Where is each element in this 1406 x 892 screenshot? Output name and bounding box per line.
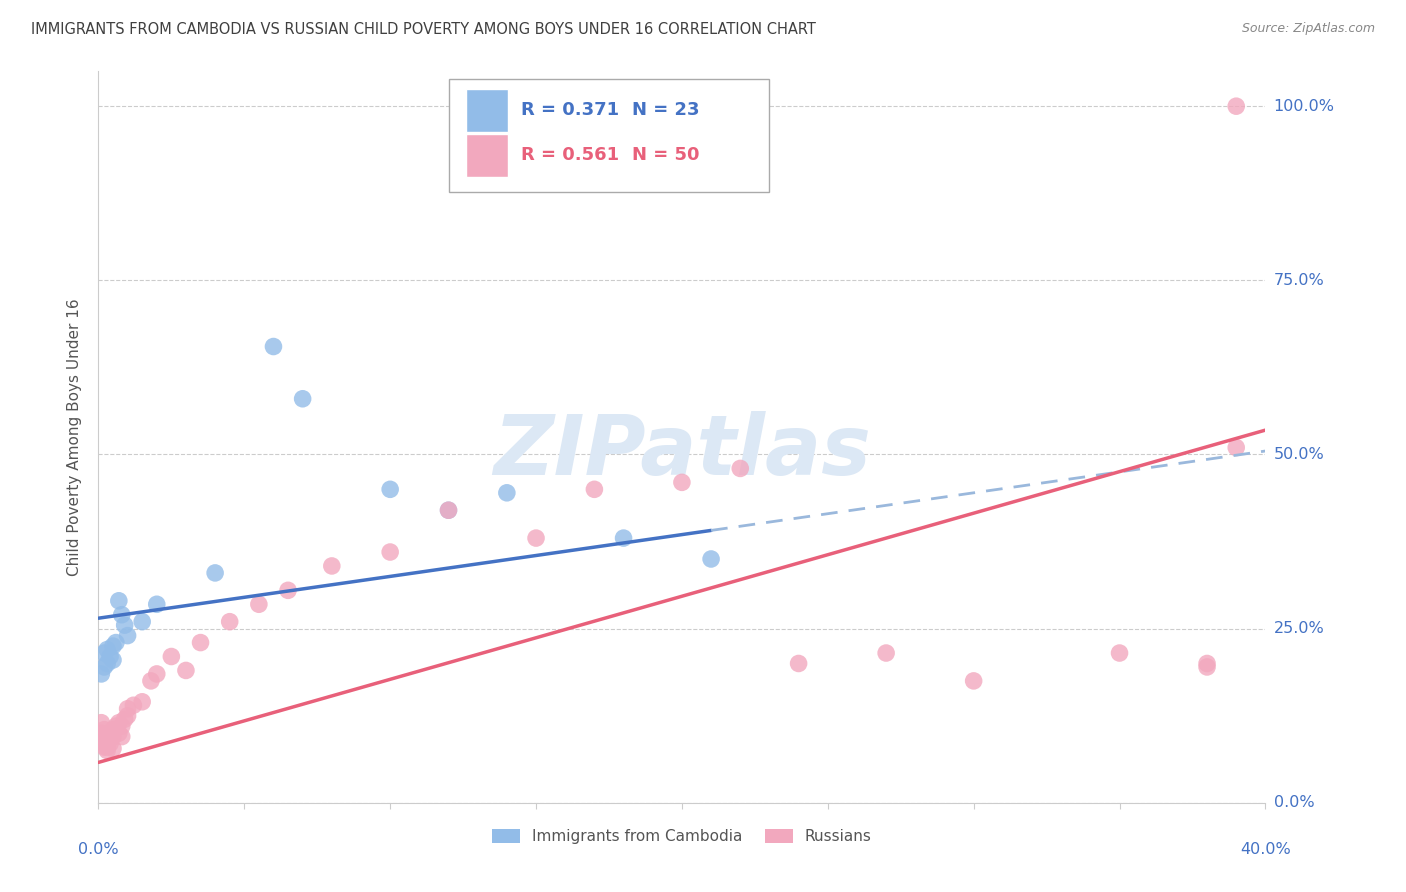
Point — [496, 485, 519, 500]
Point — [114, 618, 136, 632]
Point — [90, 730, 112, 744]
Point — [98, 731, 121, 746]
Point — [583, 483, 606, 497]
Point — [321, 558, 343, 573]
Point — [93, 740, 115, 755]
Text: N = 23: N = 23 — [631, 101, 699, 120]
Text: 40.0%: 40.0% — [1240, 842, 1291, 856]
Point — [174, 664, 197, 678]
Point — [93, 646, 115, 660]
Point — [98, 649, 121, 664]
Point — [93, 660, 115, 674]
Point — [131, 695, 153, 709]
Point — [122, 698, 145, 713]
Point — [700, 552, 723, 566]
Point — [146, 667, 169, 681]
Point — [111, 607, 134, 622]
Point — [90, 726, 112, 740]
Point — [96, 743, 118, 757]
Point — [117, 702, 139, 716]
Text: 50.0%: 50.0% — [1274, 447, 1324, 462]
Text: R = 0.371: R = 0.371 — [520, 101, 619, 120]
Point — [96, 740, 118, 755]
Point — [90, 715, 112, 730]
Point — [1195, 657, 1218, 671]
Point — [108, 726, 131, 740]
Point — [93, 737, 115, 751]
Point — [96, 657, 118, 671]
Point — [1108, 646, 1130, 660]
Point — [98, 726, 121, 740]
FancyBboxPatch shape — [465, 134, 508, 177]
Text: IMMIGRANTS FROM CAMBODIA VS RUSSIAN CHILD POVERTY AMONG BOYS UNDER 16 CORRELATIO: IMMIGRANTS FROM CAMBODIA VS RUSSIAN CHIL… — [31, 22, 815, 37]
Point — [437, 503, 460, 517]
Point — [117, 629, 139, 643]
Point — [131, 615, 153, 629]
Point — [104, 635, 127, 649]
Point — [93, 723, 115, 737]
Point — [111, 730, 134, 744]
Point — [139, 673, 162, 688]
Point — [190, 635, 212, 649]
Point — [730, 461, 752, 475]
Point — [437, 503, 460, 517]
Point — [380, 545, 402, 559]
Text: ZIPatlas: ZIPatlas — [494, 411, 870, 492]
Point — [101, 741, 124, 756]
Text: 0.0%: 0.0% — [79, 842, 118, 856]
Point — [380, 483, 402, 497]
Legend: Immigrants from Cambodia, Russians: Immigrants from Cambodia, Russians — [486, 822, 877, 850]
FancyBboxPatch shape — [465, 88, 508, 132]
Point — [101, 723, 124, 737]
Point — [114, 712, 136, 726]
Text: 0.0%: 0.0% — [1274, 796, 1315, 810]
Point — [277, 583, 299, 598]
Point — [90, 667, 112, 681]
Point — [111, 719, 134, 733]
Point — [104, 719, 127, 733]
Point — [204, 566, 226, 580]
Point — [247, 597, 270, 611]
Point — [218, 615, 240, 629]
Point — [101, 730, 124, 744]
Point — [291, 392, 314, 406]
Point — [160, 649, 183, 664]
Y-axis label: Child Poverty Among Boys Under 16: Child Poverty Among Boys Under 16 — [67, 298, 83, 576]
Point — [101, 639, 124, 653]
Text: 25.0%: 25.0% — [1274, 621, 1324, 636]
Point — [1225, 99, 1247, 113]
Text: Source: ZipAtlas.com: Source: ZipAtlas.com — [1241, 22, 1375, 36]
Point — [98, 737, 121, 751]
Point — [108, 594, 131, 608]
Point — [96, 730, 118, 744]
Point — [524, 531, 547, 545]
Point — [671, 475, 693, 490]
Point — [93, 733, 115, 747]
Text: 75.0%: 75.0% — [1274, 273, 1324, 288]
Point — [96, 734, 118, 748]
Point — [96, 642, 118, 657]
Point — [101, 653, 124, 667]
Point — [108, 715, 131, 730]
Point — [262, 339, 284, 353]
Text: N = 50: N = 50 — [631, 146, 699, 164]
Text: 100.0%: 100.0% — [1274, 99, 1334, 113]
Point — [117, 708, 139, 723]
Point — [875, 646, 897, 660]
Point — [962, 673, 984, 688]
FancyBboxPatch shape — [449, 78, 769, 192]
Point — [787, 657, 810, 671]
Point — [612, 531, 634, 545]
Text: R = 0.561: R = 0.561 — [520, 146, 619, 164]
Point — [1195, 660, 1218, 674]
Point — [146, 597, 169, 611]
Point — [1225, 441, 1247, 455]
